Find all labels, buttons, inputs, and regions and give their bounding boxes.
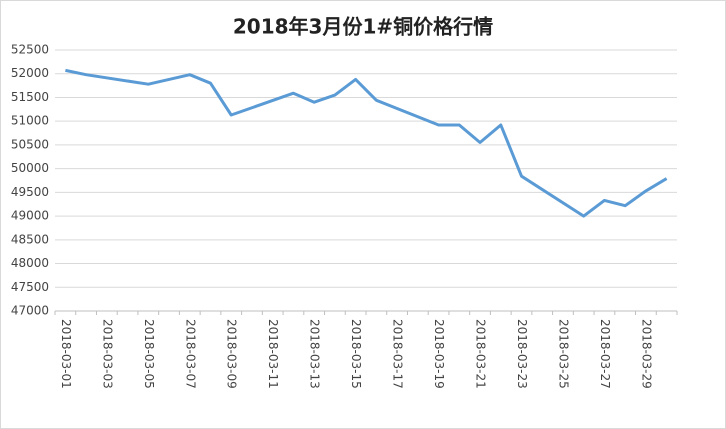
chart-title: 2018年3月份1#铜价格行情: [233, 15, 493, 39]
x-tick-label: 2018-03-23: [515, 319, 529, 389]
x-tick-label: 2018-03-09: [225, 319, 239, 389]
y-tick-label: 47500: [11, 280, 49, 294]
x-tick-label: 2018-03-01: [59, 319, 73, 389]
x-tick-label: 2018-03-27: [598, 319, 612, 389]
y-tick-label: 52000: [11, 66, 49, 80]
x-tick-label: 2018-03-13: [308, 319, 322, 389]
x-tick-label: 2018-03-07: [183, 319, 197, 389]
y-tick-label: 47000: [11, 304, 49, 318]
y-tick-label: 50000: [11, 161, 49, 175]
y-tick-label: 51500: [11, 90, 49, 104]
y-tick-label: 51000: [11, 114, 49, 128]
y-tick-label: 49500: [11, 185, 49, 199]
y-tick-label: 48000: [11, 256, 49, 270]
y-tick-label: 49000: [11, 209, 49, 223]
x-tick-label: 2018-03-03: [100, 319, 114, 389]
y-tick-label: 52500: [11, 43, 49, 57]
line-series: [65, 68, 668, 218]
x-tick-label: 2018-03-17: [391, 319, 405, 389]
y-tick-label: 48500: [11, 232, 49, 246]
x-tick-label: 2018-03-05: [142, 319, 156, 389]
y-tick-label: 50500: [11, 137, 49, 151]
x-tick-label: 2018-03-19: [432, 319, 446, 389]
x-tick-label: 2018-03-29: [639, 319, 653, 389]
x-tick-label: 2018-03-21: [474, 319, 488, 389]
x-tick-label: 2018-03-11: [266, 319, 280, 389]
x-tick-label: 2018-03-25: [556, 319, 570, 389]
x-tick-label: 2018-03-15: [349, 319, 363, 389]
